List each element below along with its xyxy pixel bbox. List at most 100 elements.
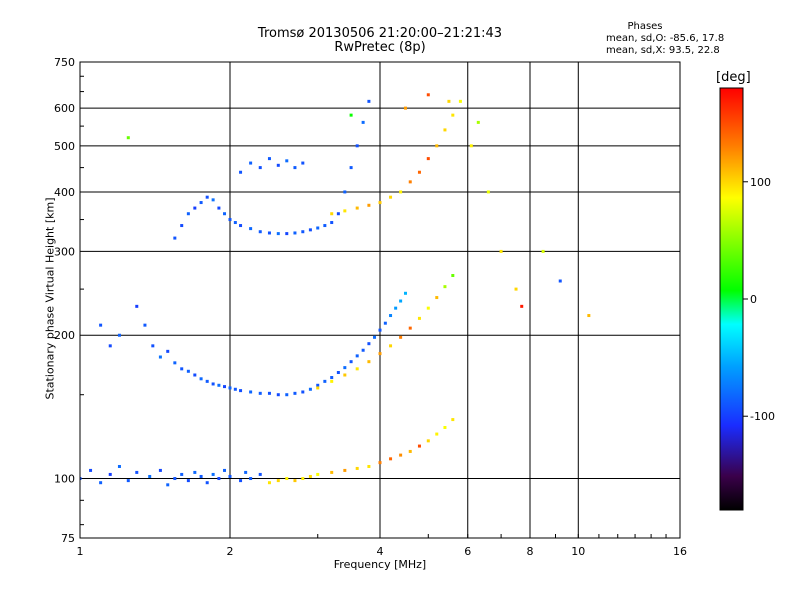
data-point bbox=[135, 304, 139, 308]
data-point bbox=[389, 195, 393, 199]
data-point bbox=[186, 369, 190, 373]
data-point bbox=[117, 333, 121, 337]
data-point bbox=[378, 461, 382, 465]
data-point bbox=[258, 230, 262, 234]
data-point bbox=[301, 230, 305, 234]
data-point bbox=[316, 226, 320, 230]
colorbar-tick-label: -100 bbox=[750, 410, 775, 423]
data-point bbox=[469, 144, 473, 148]
data-point bbox=[239, 170, 243, 174]
data-point bbox=[323, 224, 327, 228]
data-point bbox=[443, 285, 447, 289]
data-point bbox=[89, 468, 93, 472]
colorbar-label: [deg] bbox=[716, 70, 751, 85]
data-point bbox=[276, 232, 280, 236]
data-point bbox=[451, 274, 455, 278]
data-point bbox=[330, 470, 334, 474]
data-point bbox=[258, 166, 262, 170]
data-point bbox=[228, 474, 232, 478]
data-point bbox=[349, 113, 353, 117]
data-point bbox=[408, 449, 412, 453]
data-point bbox=[336, 371, 340, 375]
data-point bbox=[276, 479, 280, 483]
data-point bbox=[435, 432, 439, 436]
data-point bbox=[205, 481, 209, 485]
data-point bbox=[486, 190, 490, 194]
data-point bbox=[228, 386, 232, 390]
y-tick-label: 100 bbox=[54, 473, 75, 486]
y-tick-label: 600 bbox=[54, 102, 75, 115]
data-point bbox=[217, 383, 221, 387]
data-point bbox=[249, 161, 253, 165]
data-point bbox=[308, 474, 312, 478]
data-point bbox=[447, 99, 451, 103]
data-point bbox=[239, 224, 243, 228]
data-point bbox=[343, 209, 347, 213]
data-point bbox=[249, 477, 253, 481]
data-point bbox=[135, 470, 139, 474]
data-point bbox=[389, 457, 393, 461]
data-point bbox=[158, 468, 162, 472]
data-point bbox=[417, 170, 421, 174]
x-tick-label: 16 bbox=[673, 545, 687, 558]
data-point bbox=[276, 393, 280, 397]
data-point bbox=[435, 144, 439, 148]
data-point bbox=[166, 483, 170, 487]
data-point bbox=[211, 472, 215, 476]
data-point bbox=[355, 144, 359, 148]
data-point bbox=[367, 360, 371, 364]
y-tick-label: 75 bbox=[61, 532, 75, 545]
data-point bbox=[520, 304, 524, 308]
data-point bbox=[378, 328, 382, 332]
data-point bbox=[514, 287, 518, 291]
data-point bbox=[587, 314, 591, 318]
grid-lines bbox=[80, 62, 680, 538]
data-point bbox=[399, 190, 403, 194]
data-point bbox=[285, 393, 289, 397]
data-point bbox=[223, 468, 227, 472]
data-point bbox=[349, 360, 353, 364]
data-point bbox=[249, 227, 253, 231]
data-point bbox=[143, 323, 147, 327]
data-point bbox=[258, 472, 262, 476]
data-point bbox=[316, 386, 320, 390]
data-point bbox=[180, 224, 184, 228]
phase-info-o: mean, sd,O: -85.6, 17.8 bbox=[606, 33, 725, 44]
data-point bbox=[99, 323, 103, 327]
data-point bbox=[373, 335, 377, 339]
colorbar bbox=[719, 87, 744, 511]
data-point bbox=[330, 379, 334, 383]
data-point bbox=[173, 477, 177, 481]
data-point bbox=[443, 425, 447, 429]
data-point bbox=[399, 453, 403, 457]
data-point bbox=[211, 198, 215, 202]
y-tick-label: 400 bbox=[54, 186, 75, 199]
data-point bbox=[267, 481, 271, 485]
data-point bbox=[378, 201, 382, 205]
data-point bbox=[199, 474, 203, 478]
data-point bbox=[451, 418, 455, 422]
data-point bbox=[126, 479, 130, 483]
data-point bbox=[211, 382, 215, 386]
data-point bbox=[308, 228, 312, 232]
data-point bbox=[458, 99, 462, 103]
data-point bbox=[451, 113, 455, 117]
data-point bbox=[389, 344, 393, 348]
data-point bbox=[316, 472, 320, 476]
data-point bbox=[193, 470, 197, 474]
data-point bbox=[301, 477, 305, 481]
y-tick-label: 200 bbox=[54, 329, 75, 342]
data-point bbox=[383, 321, 387, 325]
data-point bbox=[199, 201, 203, 205]
x-axis-ticks: 1 2 4 6 8 10 16 bbox=[77, 534, 687, 558]
data-point bbox=[180, 367, 184, 371]
data-point bbox=[228, 218, 232, 222]
data-point bbox=[343, 190, 347, 194]
data-point bbox=[186, 479, 190, 483]
data-point bbox=[367, 342, 371, 346]
data-point bbox=[343, 373, 347, 377]
data-point bbox=[476, 120, 480, 124]
data-point bbox=[426, 93, 430, 97]
data-point bbox=[408, 180, 412, 184]
